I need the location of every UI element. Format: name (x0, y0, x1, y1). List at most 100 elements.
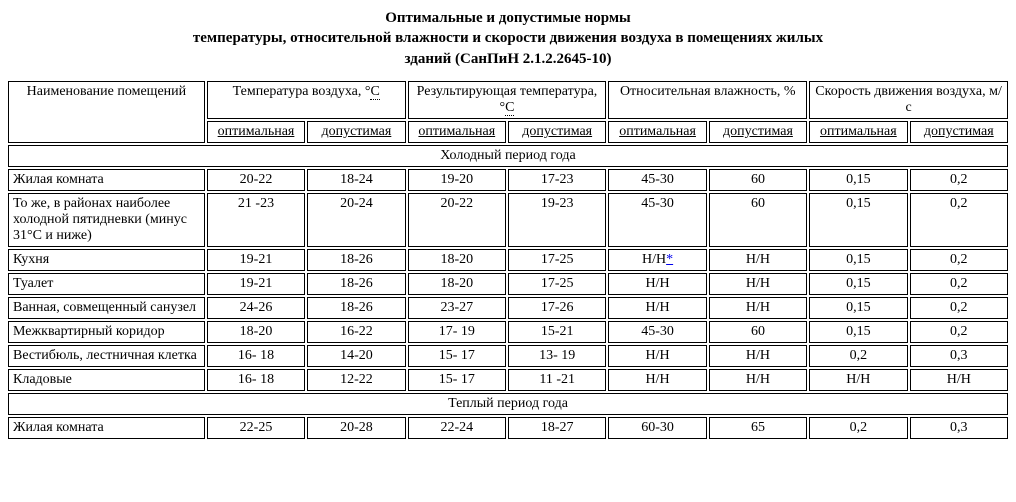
table-row: Межквартирный коридор18-2016-2217- 1915-… (8, 321, 1008, 343)
cell-value: 0,2 (910, 169, 1008, 191)
cell-name: То же, в районах наиболее холодной пятид… (8, 193, 205, 247)
cell-value: 0,3 (910, 417, 1008, 439)
sub-opt: оптимальная (207, 121, 305, 143)
cell-value: 18-20 (408, 273, 506, 295)
cell-value: 65 (709, 417, 807, 439)
section-label: Теплый период года (8, 393, 1008, 415)
cell-value: 18-26 (307, 297, 405, 319)
cell-name: Туалет (8, 273, 205, 295)
table-row: Жилая комната20-2218-2419-2017-2345-3060… (8, 169, 1008, 191)
cell-name: Межквартирный коридор (8, 321, 205, 343)
cell-value: 22-24 (408, 417, 506, 439)
cell-value: 23-27 (408, 297, 506, 319)
cell-value: 19-21 (207, 249, 305, 271)
col-humidity: Относительная влажность, % (608, 81, 807, 119)
cell-value: 18-27 (508, 417, 606, 439)
cell-value: 0,2 (809, 345, 907, 367)
cell-value: 0,15 (809, 297, 907, 319)
cell-name: Ванная, совмещенный санузел (8, 297, 205, 319)
page-title: Оптимальные и допустимые нормы температу… (66, 8, 950, 69)
cell-value: 0,2 (809, 417, 907, 439)
sub-perm: допустимая (508, 121, 606, 143)
cell-value: Н/Н (709, 345, 807, 367)
cell-value: 17-26 (508, 297, 606, 319)
cell-value: 0,15 (809, 169, 907, 191)
section-row: Холодный период года (8, 145, 1008, 167)
cell-name: Кладовые (8, 369, 205, 391)
table-row: Кухня19-2118-2618-2017-25Н/Н*Н/Н0,150,2 (8, 249, 1008, 271)
cell-value: 12-22 (307, 369, 405, 391)
cell-value: 17-23 (508, 169, 606, 191)
cell-value: 45-30 (608, 169, 706, 191)
section-row: Теплый период года (8, 393, 1008, 415)
cell-value: Н/Н* (608, 249, 706, 271)
cell-name: Жилая комната (8, 169, 205, 191)
cell-value: Н/Н (608, 297, 706, 319)
col-temp-air: Температура воздуха, °С (207, 81, 406, 119)
cell-value: 0,15 (809, 249, 907, 271)
sub-perm: допустимая (709, 121, 807, 143)
cell-value: 11 -21 (508, 369, 606, 391)
cell-value: 17-25 (508, 273, 606, 295)
norms-table: Наименование помещений Температура возду… (6, 79, 1010, 441)
section-label: Холодный период года (8, 145, 1008, 167)
cell-value: 0,2 (910, 193, 1008, 247)
col-temp-res: Результирующая температура, °С (408, 81, 607, 119)
cell-value: 20-28 (307, 417, 405, 439)
cell-value: Н/Н (709, 249, 807, 271)
cell-value: 20-24 (307, 193, 405, 247)
cell-value: 0,2 (910, 297, 1008, 319)
cell-value: 19-21 (207, 273, 305, 295)
cell-value: 16- 18 (207, 345, 305, 367)
cell-name: Вестибюль, лестничная клетка (8, 345, 205, 367)
table-row: Кладовые16- 1812-2215- 1711 -21Н/НН/НН/Н… (8, 369, 1008, 391)
cell-value: 15- 17 (408, 345, 506, 367)
cell-value: 19-23 (508, 193, 606, 247)
cell-value: 13- 19 (508, 345, 606, 367)
cell-value: 24-26 (207, 297, 305, 319)
cell-value: 18-26 (307, 273, 405, 295)
cell-value: Н/Н (608, 345, 706, 367)
cell-value: 17-25 (508, 249, 606, 271)
table-row: Жилая комната22-2520-2822-2418-2760-3065… (8, 417, 1008, 439)
cell-value: 45-30 (608, 321, 706, 343)
cell-value: 19-20 (408, 169, 506, 191)
cell-value: 18-26 (307, 249, 405, 271)
cell-value: 0,2 (910, 273, 1008, 295)
cell-value: Н/Н (709, 297, 807, 319)
cell-value: 15-21 (508, 321, 606, 343)
title-line-3: зданий (СанПиН 2.1.2.2645-10) (405, 51, 612, 67)
cell-value: 45-30 (608, 193, 706, 247)
sub-opt: оптимальная (608, 121, 706, 143)
sub-opt: оптимальная (809, 121, 907, 143)
table-head: Наименование помещений Температура возду… (8, 81, 1008, 143)
cell-value: 21 -23 (207, 193, 305, 247)
cell-value: 18-24 (307, 169, 405, 191)
cell-value: 15- 17 (408, 369, 506, 391)
table-row: То же, в районах наиболее холодной пятид… (8, 193, 1008, 247)
cell-value: 0,15 (809, 321, 907, 343)
cell-value: 0,15 (809, 273, 907, 295)
cell-value: Н/Н (809, 369, 907, 391)
title-line-2: температуры, относительной влажности и с… (193, 30, 823, 46)
cell-value: 16-22 (307, 321, 405, 343)
sub-perm: допустимая (307, 121, 405, 143)
cell-value: Н/Н (709, 273, 807, 295)
cell-value: 20-22 (207, 169, 305, 191)
cell-value: 20-22 (408, 193, 506, 247)
cell-value: 18-20 (207, 321, 305, 343)
table-row: Ванная, совмещенный санузел24-2618-2623-… (8, 297, 1008, 319)
title-line-1: Оптимальные и допустимые нормы (385, 10, 631, 26)
cell-name: Кухня (8, 249, 205, 271)
col-velocity: Скорость движения воздуха, м/с (809, 81, 1008, 119)
table-row: Туалет19-2118-2618-2017-25Н/НН/Н0,150,2 (8, 273, 1008, 295)
cell-value: Н/Н (608, 369, 706, 391)
cell-value: Н/Н (709, 369, 807, 391)
cell-value: 0,2 (910, 321, 1008, 343)
cell-value: 17- 19 (408, 321, 506, 343)
cell-value: 60 (709, 169, 807, 191)
sub-perm: допустимая (910, 121, 1008, 143)
cell-value: Н/Н (910, 369, 1008, 391)
cell-value: 14-20 (307, 345, 405, 367)
cell-value: Н/Н (608, 273, 706, 295)
